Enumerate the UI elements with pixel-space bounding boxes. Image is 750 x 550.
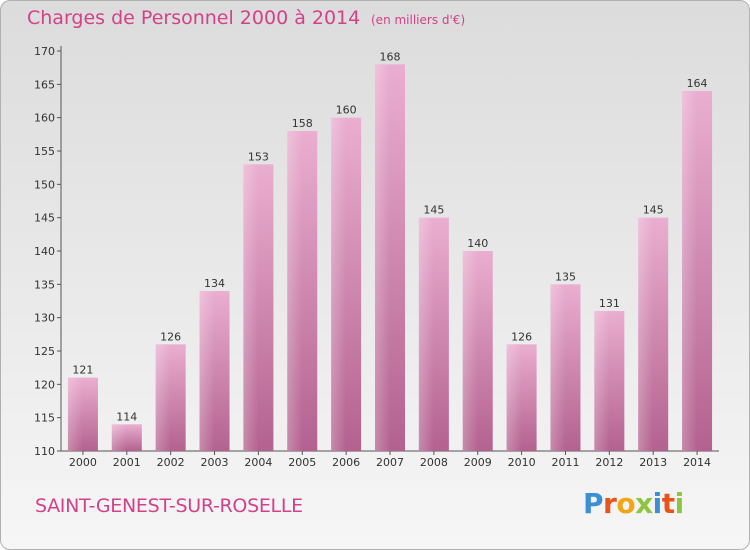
data-label-2011: 135 [555,270,576,283]
y-tick-label: 145 [34,212,55,225]
data-label-2001: 114 [116,410,137,423]
x-tick-label-2012: 2012 [595,456,623,469]
y-tick-label: 130 [34,312,55,325]
proxiti-logo: Proxiti [583,487,684,520]
logo-letter: o [616,487,636,520]
bar-highlight [594,311,610,451]
data-label-2007: 168 [380,50,401,63]
y-tick-label: 155 [34,145,55,158]
y-tick-label: 135 [34,278,55,291]
logo-letter: r [603,487,617,520]
x-tick-label-2011: 2011 [551,456,579,469]
bar-highlight [418,217,434,451]
data-label-2003: 134 [204,277,225,290]
logo-letter: i [674,487,685,520]
x-tick-label-2000: 2000 [69,456,97,469]
chart-subtitle: (en milliers d'€) [371,13,466,27]
logo-letter: P [583,487,604,520]
bar-highlight [199,291,215,451]
bar-highlight [682,91,698,451]
data-label-2013: 145 [643,204,664,217]
bar-highlight [462,251,478,451]
x-tick-label-2013: 2013 [639,456,667,469]
data-label-2004: 153 [248,150,269,163]
bar-highlight [287,131,303,451]
x-tick-label-2001: 2001 [113,456,141,469]
bar-highlight [506,344,522,451]
x-tick-label-2004: 2004 [244,456,272,469]
y-tick-label: 115 [34,412,55,425]
town-name: SAINT-GENEST-SUR-ROSELLE [35,495,303,517]
logo-letter: i [652,487,663,520]
bars: 121 114 126 134 153 158 160 168 145 140 126 135 131 1… [67,50,713,452]
bar-highlight [67,377,83,451]
data-label-2000: 121 [72,364,93,377]
y-tick-label: 170 [34,45,55,58]
bar-highlight [243,164,259,452]
data-label-2010: 126 [511,330,532,343]
y-tick-label: 165 [34,78,55,91]
y-tick-label: 150 [34,178,55,191]
data-label-2012: 131 [599,297,620,310]
x-tick-label-2008: 2008 [420,456,448,469]
x-tick-label-2010: 2010 [508,456,536,469]
x-tick-label-2003: 2003 [201,456,229,469]
data-label-2002: 126 [160,330,181,343]
bar-highlight [375,64,390,452]
data-label-2005: 158 [292,117,313,130]
logo-letter: t [661,487,675,520]
bar-highlight [331,117,347,452]
data-label-2008: 145 [423,204,444,217]
y-tick-label: 125 [34,345,55,358]
bar-highlight [638,217,654,451]
bar-highlight [550,284,566,451]
data-label-2014: 164 [687,77,708,90]
x-tick-label-2006: 2006 [332,456,360,469]
y-tick-label: 140 [34,245,55,258]
x-tick-label-2014: 2014 [683,456,711,469]
bar-highlight [155,344,171,451]
data-label-2006: 160 [336,104,357,117]
logo-letter: x [635,487,653,520]
y-tick-label: 160 [34,112,55,125]
x-tick-label-2009: 2009 [464,456,492,469]
x-tick-label-2002: 2002 [157,456,185,469]
x-tick-label-2007: 2007 [376,456,404,469]
x-tick-label-2005: 2005 [288,456,316,469]
y-tick-label: 110 [34,445,55,458]
y-tick-label: 120 [34,378,55,391]
bar-highlight [111,424,127,451]
data-label-2009: 140 [467,237,488,250]
chart-title: Charges de Personnel 2000 à 2014 [27,7,361,29]
